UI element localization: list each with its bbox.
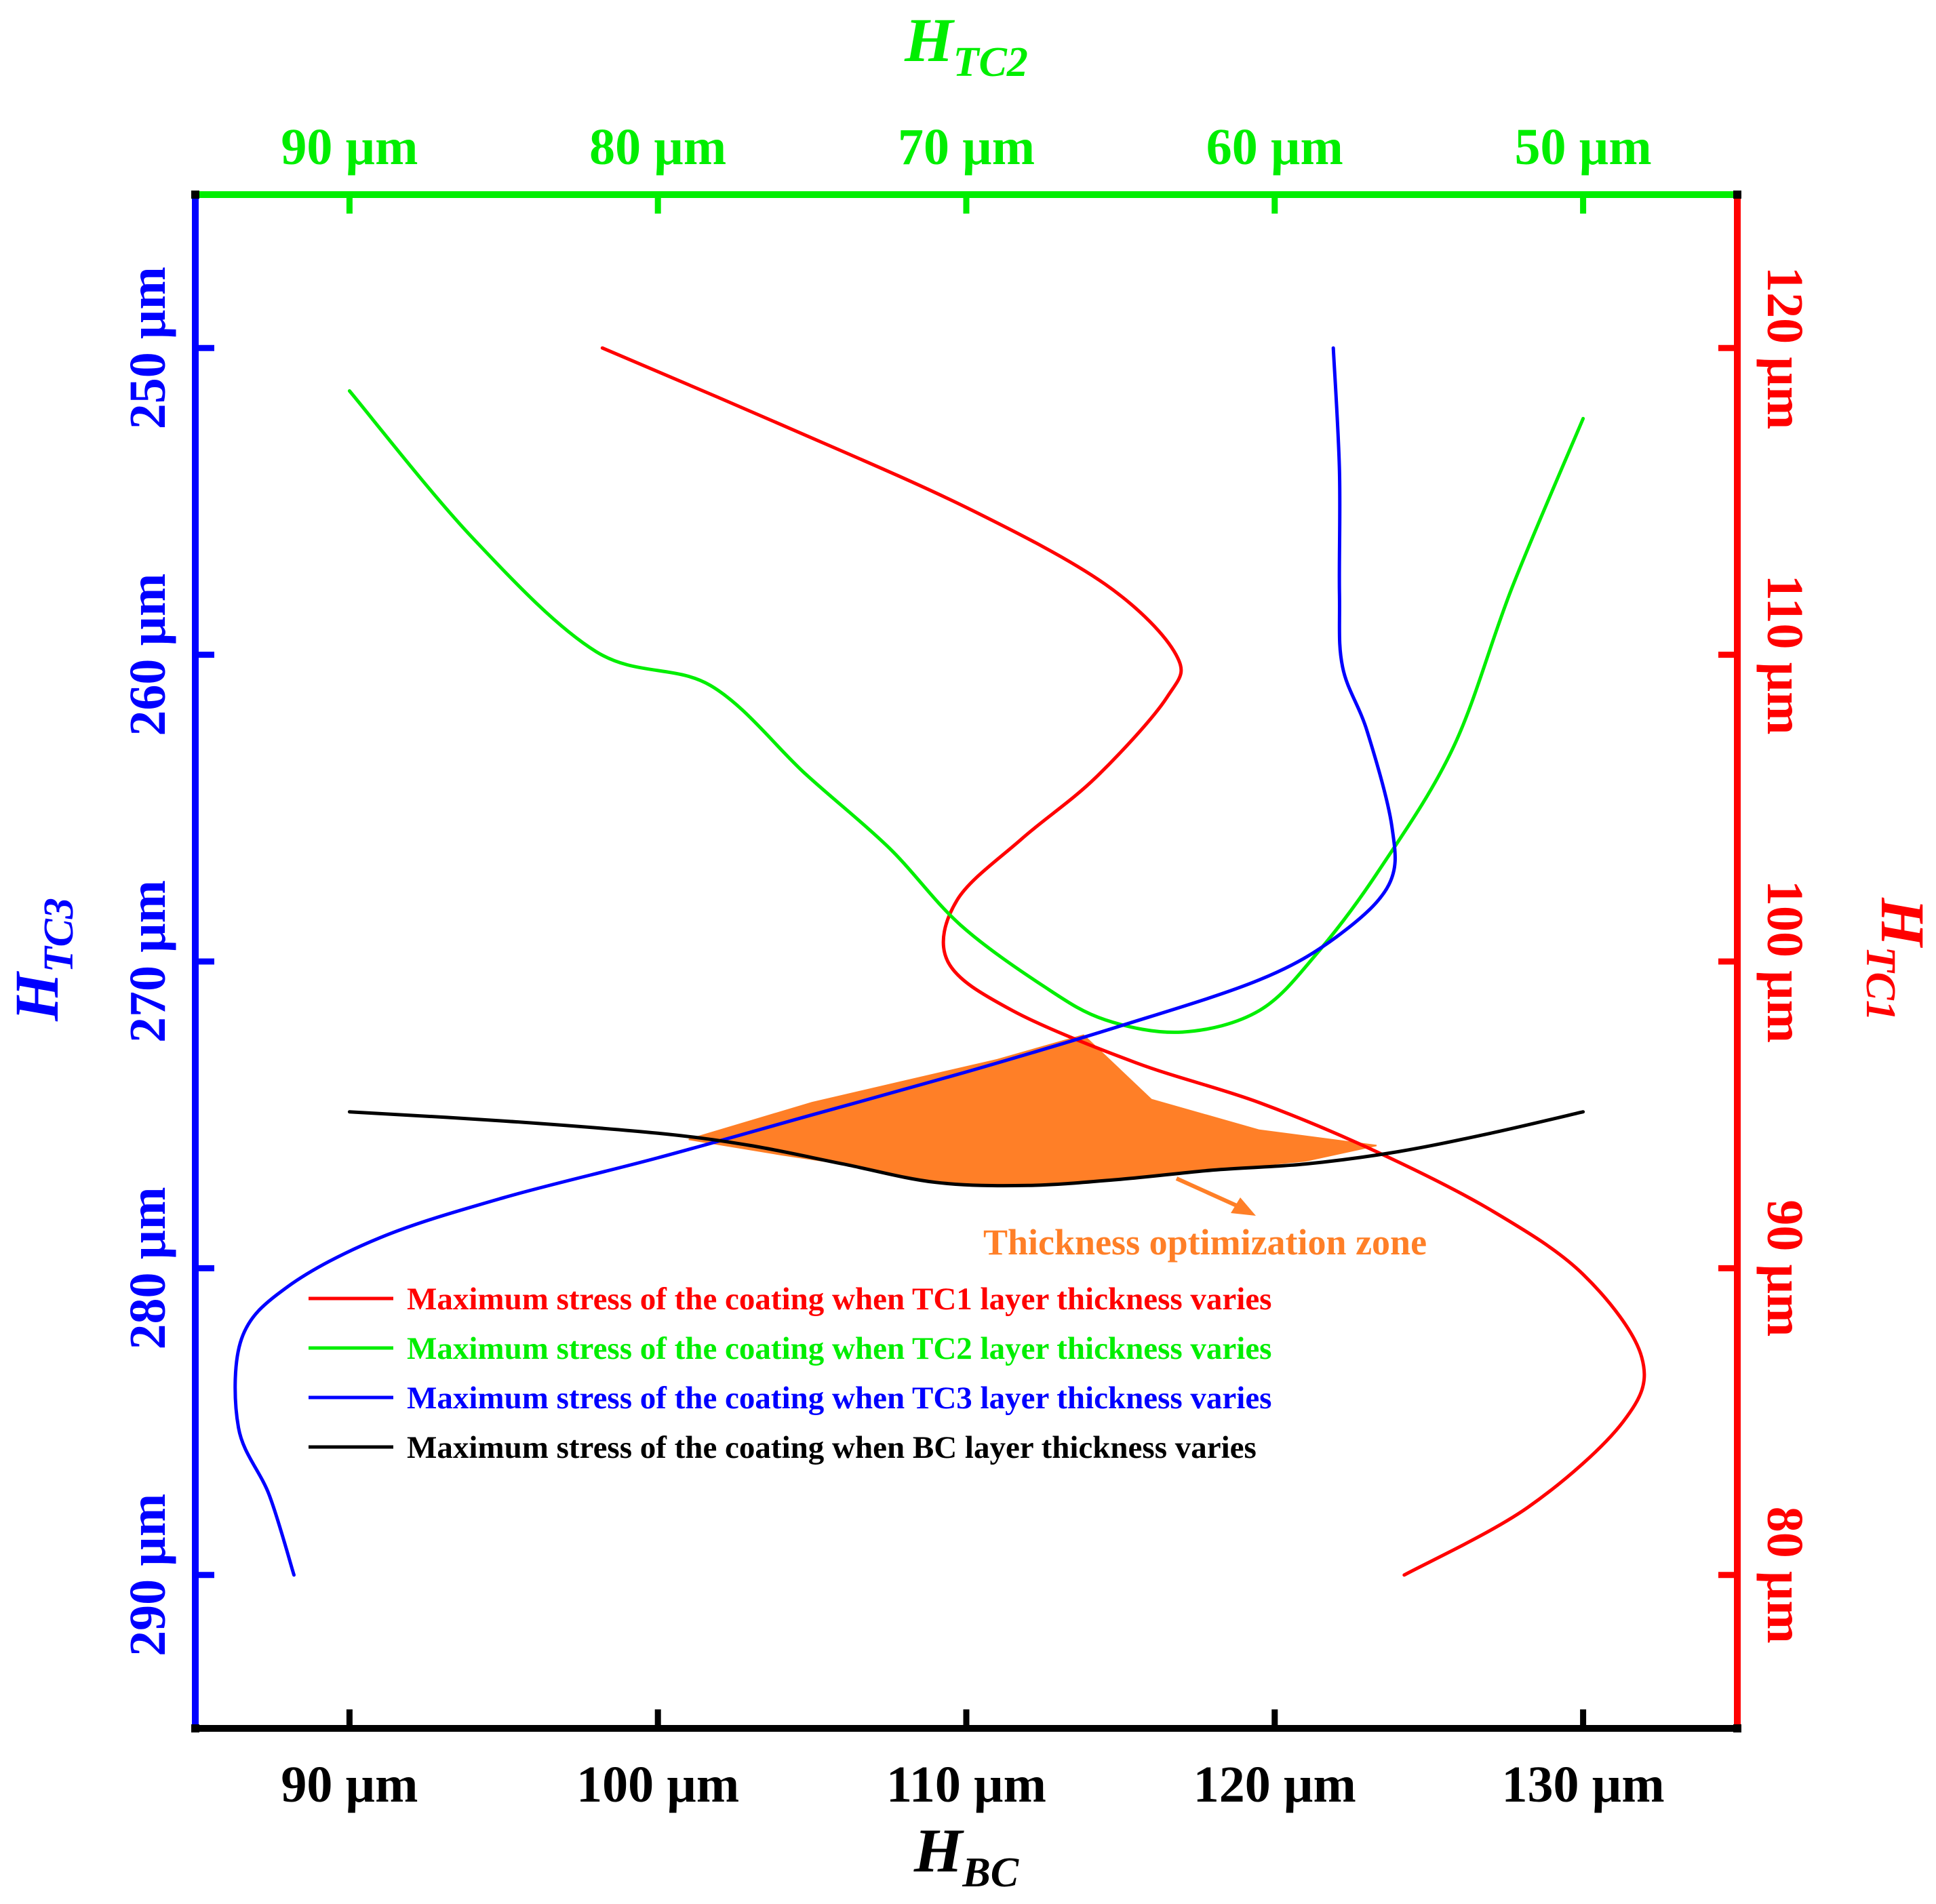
axis-right-title-sub: TC1 <box>1857 947 1903 1021</box>
axis-left-tick-label: 290 µm <box>119 1494 176 1657</box>
axis-top-tick-label: 60 µm <box>1206 119 1343 176</box>
axis-left-tick-label: 270 µm <box>119 880 176 1043</box>
axis-left-title: HTC3 <box>2 898 82 1022</box>
axis-left-tick-label: 280 µm <box>119 1187 176 1349</box>
legend-label-tc3: Maximum stress of the coating when TC3 l… <box>407 1381 1271 1416</box>
axis-right-tick-label: 80 µm <box>1756 1507 1813 1644</box>
axis-top-tick-label: 70 µm <box>898 119 1035 176</box>
axis-corner <box>1733 191 1741 199</box>
optimization-zone-fill <box>688 1034 1377 1187</box>
legend: Maximum stress of the coating when TC1 l… <box>309 1282 1271 1465</box>
axis-bottom-tick-label: 130 µm <box>1502 1756 1665 1813</box>
axes-layer <box>191 191 1741 1732</box>
axis-right-title: HTC1 <box>1857 897 1936 1021</box>
axis-top-tick-label: 50 µm <box>1515 119 1652 176</box>
axis-right-tick-label: 120 µm <box>1756 266 1813 429</box>
axis-bottom-tick-label: 120 µm <box>1193 1756 1356 1813</box>
zone-layer <box>688 1034 1377 1187</box>
zone-arrow-head <box>1231 1197 1256 1216</box>
axis-corner <box>1733 1724 1741 1732</box>
axis-left-tick-label: 250 µm <box>119 266 176 429</box>
zone-arrow-line <box>1175 1176 1241 1209</box>
legend-label-tc2: Maximum stress of the coating when TC2 l… <box>407 1331 1271 1366</box>
series-line-tc1 <box>600 346 1646 1577</box>
axis-left-title-main: H <box>2 971 71 1022</box>
axis-top-title: HTC2 <box>904 5 1028 85</box>
axis-right-tick-label: 110 µm <box>1756 575 1813 735</box>
axis-left-title-sub: TC3 <box>36 898 82 972</box>
axis-left-tick-label: 260 µm <box>119 574 176 736</box>
axis-top-title-sub: TC2 <box>953 39 1028 85</box>
axis-bottom-title: HBC <box>913 1816 1019 1896</box>
labels-layer: 90 µm 100 µm 110 µm 120 µm 130 µm 90 µm 80 µm 7… <box>2 5 1936 1896</box>
series-layer <box>233 346 1646 1577</box>
axis-bottom-tick-label: 90 µm <box>281 1756 418 1813</box>
legend-label-tc1: Maximum stress of the coating when TC1 l… <box>407 1282 1271 1317</box>
axis-top-tick-label: 80 µm <box>589 119 726 176</box>
axis-bottom-tick-label: 100 µm <box>576 1756 739 1813</box>
axis-corner <box>191 1724 199 1732</box>
axis-bottom-tick-label: 110 µm <box>886 1756 1046 1813</box>
axis-top-title-main: H <box>904 5 955 75</box>
series-line-bc <box>347 1110 1585 1188</box>
legend-label-bc: Maximum stress of the coating when BC la… <box>407 1430 1257 1465</box>
axis-bottom-title-sub: BC <box>962 1850 1019 1896</box>
axis-corner <box>191 191 199 199</box>
axis-bottom-title-main: H <box>913 1816 964 1885</box>
axis-top-tick-label: 90 µm <box>281 119 418 176</box>
axis-right-tick-label: 90 µm <box>1756 1199 1813 1336</box>
zone-label: Thickness optimization zone <box>983 1222 1427 1263</box>
series-line-tc2 <box>347 389 1585 1034</box>
zone-annotation: Thickness optimization zone <box>983 1176 1427 1263</box>
series-line-tc3 <box>233 346 1397 1577</box>
axis-right-title-main: H <box>1868 897 1936 948</box>
axis-right-tick-label: 100 µm <box>1756 880 1813 1043</box>
